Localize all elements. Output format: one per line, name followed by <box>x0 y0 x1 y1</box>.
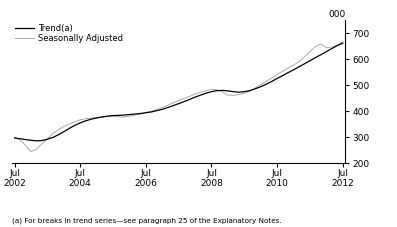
Text: 000: 000 <box>328 10 345 19</box>
Legend: Trend(a), Seasonally Adjusted: Trend(a), Seasonally Adjusted <box>14 23 123 44</box>
Text: (a) For breaks in trend series—see paragraph 25 of the Explanatory Notes.: (a) For breaks in trend series—see parag… <box>12 217 281 224</box>
